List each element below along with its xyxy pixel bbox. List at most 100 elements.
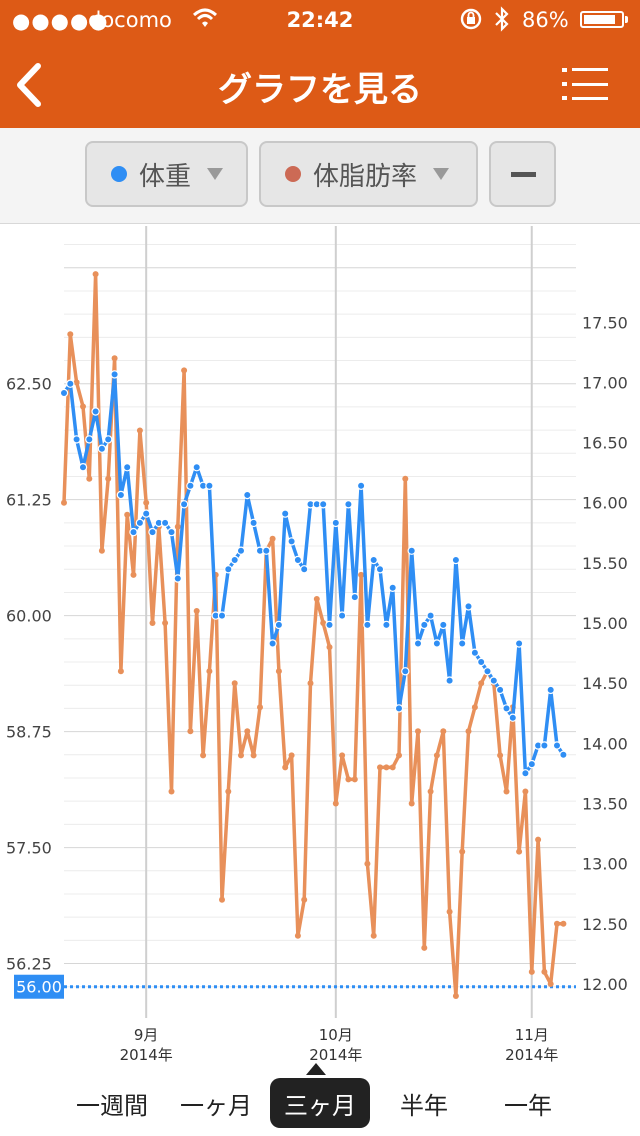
fat-data-point	[111, 355, 118, 362]
fat-data-point	[554, 920, 560, 927]
weight-data-point	[382, 620, 391, 630]
fat-data-point	[130, 571, 137, 578]
secondary-series-selector[interactable]: 体脂肪率	[259, 141, 478, 207]
primary-series-selector[interactable]: 体重	[85, 141, 248, 207]
weight-data-point	[559, 750, 568, 760]
y-right-tick-label: 14.00	[582, 734, 628, 753]
fat-data-point	[465, 728, 472, 735]
weight-data-point	[426, 611, 435, 620]
fat-data-point	[67, 331, 74, 338]
weight-data-point	[451, 555, 461, 565]
fat-data-point	[162, 620, 169, 626]
tab-one-year[interactable]: 一年	[504, 1091, 552, 1120]
weight-data-point	[230, 555, 239, 565]
secondary-series-label: 体脂肪率	[313, 161, 418, 192]
fat-data-point	[92, 271, 99, 278]
fat-data-point	[370, 932, 377, 939]
weight-data-point	[268, 639, 277, 648]
fat-data-point	[282, 764, 289, 771]
weight-data-point	[249, 518, 258, 528]
page-title: グラフを見る	[218, 70, 422, 110]
weight-data-point	[540, 741, 549, 750]
weight-data-point	[344, 500, 353, 509]
weight-data-point	[439, 620, 448, 630]
back-chevron-icon[interactable]	[10, 60, 50, 110]
y-left-tick-label: 58.75	[6, 723, 52, 742]
weight-data-point	[262, 546, 271, 555]
fat-data-point	[313, 596, 320, 602]
weight-data-point	[91, 407, 100, 416]
fat-data-point	[231, 680, 238, 687]
remove-series-button[interactable]	[489, 141, 556, 207]
fat-data-point	[187, 728, 194, 735]
tab-one-month[interactable]: 一ヶ月	[180, 1091, 252, 1120]
weight-data-point	[502, 704, 511, 713]
fat-data-point	[326, 644, 333, 651]
battery-percentage: 86%	[522, 8, 569, 32]
fat-data-point	[427, 788, 434, 795]
fat-data-point	[433, 752, 440, 759]
weight-data-point	[445, 676, 454, 685]
weight-data-point	[489, 676, 498, 685]
fat-data-point	[408, 800, 415, 807]
x-tick-label: 10月	[319, 1026, 353, 1044]
weight-data-point	[78, 462, 88, 472]
fat-data-point	[351, 776, 358, 783]
weight-data-point	[116, 490, 126, 500]
weight-data-point	[281, 509, 290, 518]
weight-data-point	[546, 685, 555, 695]
y-right-tick-label: 16.00	[582, 494, 628, 513]
fat-data-point	[238, 752, 244, 759]
fat-data-point	[522, 788, 529, 795]
app-header: ●●●●● docomo 22:42 86% グラフを見る	[0, 0, 640, 128]
tab-three-months[interactable]: 三ヶ月	[270, 1078, 370, 1128]
fat-series-line	[62, 272, 564, 998]
weight-fat-chart[interactable]: 9月 2014年 10月 2014年 11月 2014年 62.50 61.25 60.00 58…	[0, 226, 640, 1072]
active-tab-pointer	[306, 1063, 326, 1075]
fat-data-point	[541, 968, 548, 975]
weight-data-point	[420, 620, 429, 630]
carrier-label: docomo	[88, 8, 172, 32]
fat-data-point	[105, 475, 112, 482]
weight-data-point	[192, 462, 201, 472]
weight-data-point	[59, 388, 69, 398]
x-tick-year: 2014年	[309, 1046, 362, 1064]
tab-one-week[interactable]: 一週間	[76, 1091, 148, 1120]
battery-icon	[580, 11, 624, 28]
weight-data-point	[375, 565, 385, 574]
fat-data-point	[219, 896, 225, 903]
y-left-tick-label: 57.50	[6, 839, 52, 858]
y-right-tick-label: 14.50	[582, 674, 628, 693]
series-selector-bar: 体重 体脂肪率	[0, 128, 640, 224]
x-tick-year: 2014年	[505, 1046, 558, 1064]
weight-data-point	[129, 527, 138, 537]
fat-data-point	[275, 668, 282, 675]
weight-data-point	[85, 435, 94, 444]
fat-data-point	[320, 620, 327, 626]
rotation-lock-icon	[460, 8, 482, 30]
weight-data-point	[300, 565, 309, 574]
dropdown-caret-icon	[433, 168, 450, 180]
fat-data-point	[288, 752, 295, 759]
weight-data-point	[224, 565, 233, 574]
weight-data-point	[103, 435, 113, 444]
y-right-tick-label: 16.50	[582, 434, 628, 453]
weight-data-point	[319, 500, 328, 509]
weight-data-point	[337, 611, 347, 620]
fat-data-point	[358, 571, 365, 578]
fat-data-point	[339, 752, 346, 759]
weight-data-point	[287, 537, 296, 546]
weight-data-point	[394, 704, 404, 713]
fat-data-point	[446, 908, 453, 915]
y-left-tick-label: 56.25	[6, 955, 52, 974]
fat-data-point	[98, 547, 105, 554]
fat-data-point	[503, 788, 510, 795]
y-right-tick-label: 13.50	[582, 795, 628, 814]
list-menu-icon[interactable]	[560, 66, 610, 102]
fat-data-point	[547, 981, 554, 987]
weight-data-point	[521, 769, 530, 778]
y-right-tick-label: 12.00	[582, 975, 628, 994]
fat-data-point	[307, 680, 314, 687]
tab-half-year[interactable]: 半年	[400, 1091, 448, 1120]
weight-data-point	[205, 481, 214, 490]
